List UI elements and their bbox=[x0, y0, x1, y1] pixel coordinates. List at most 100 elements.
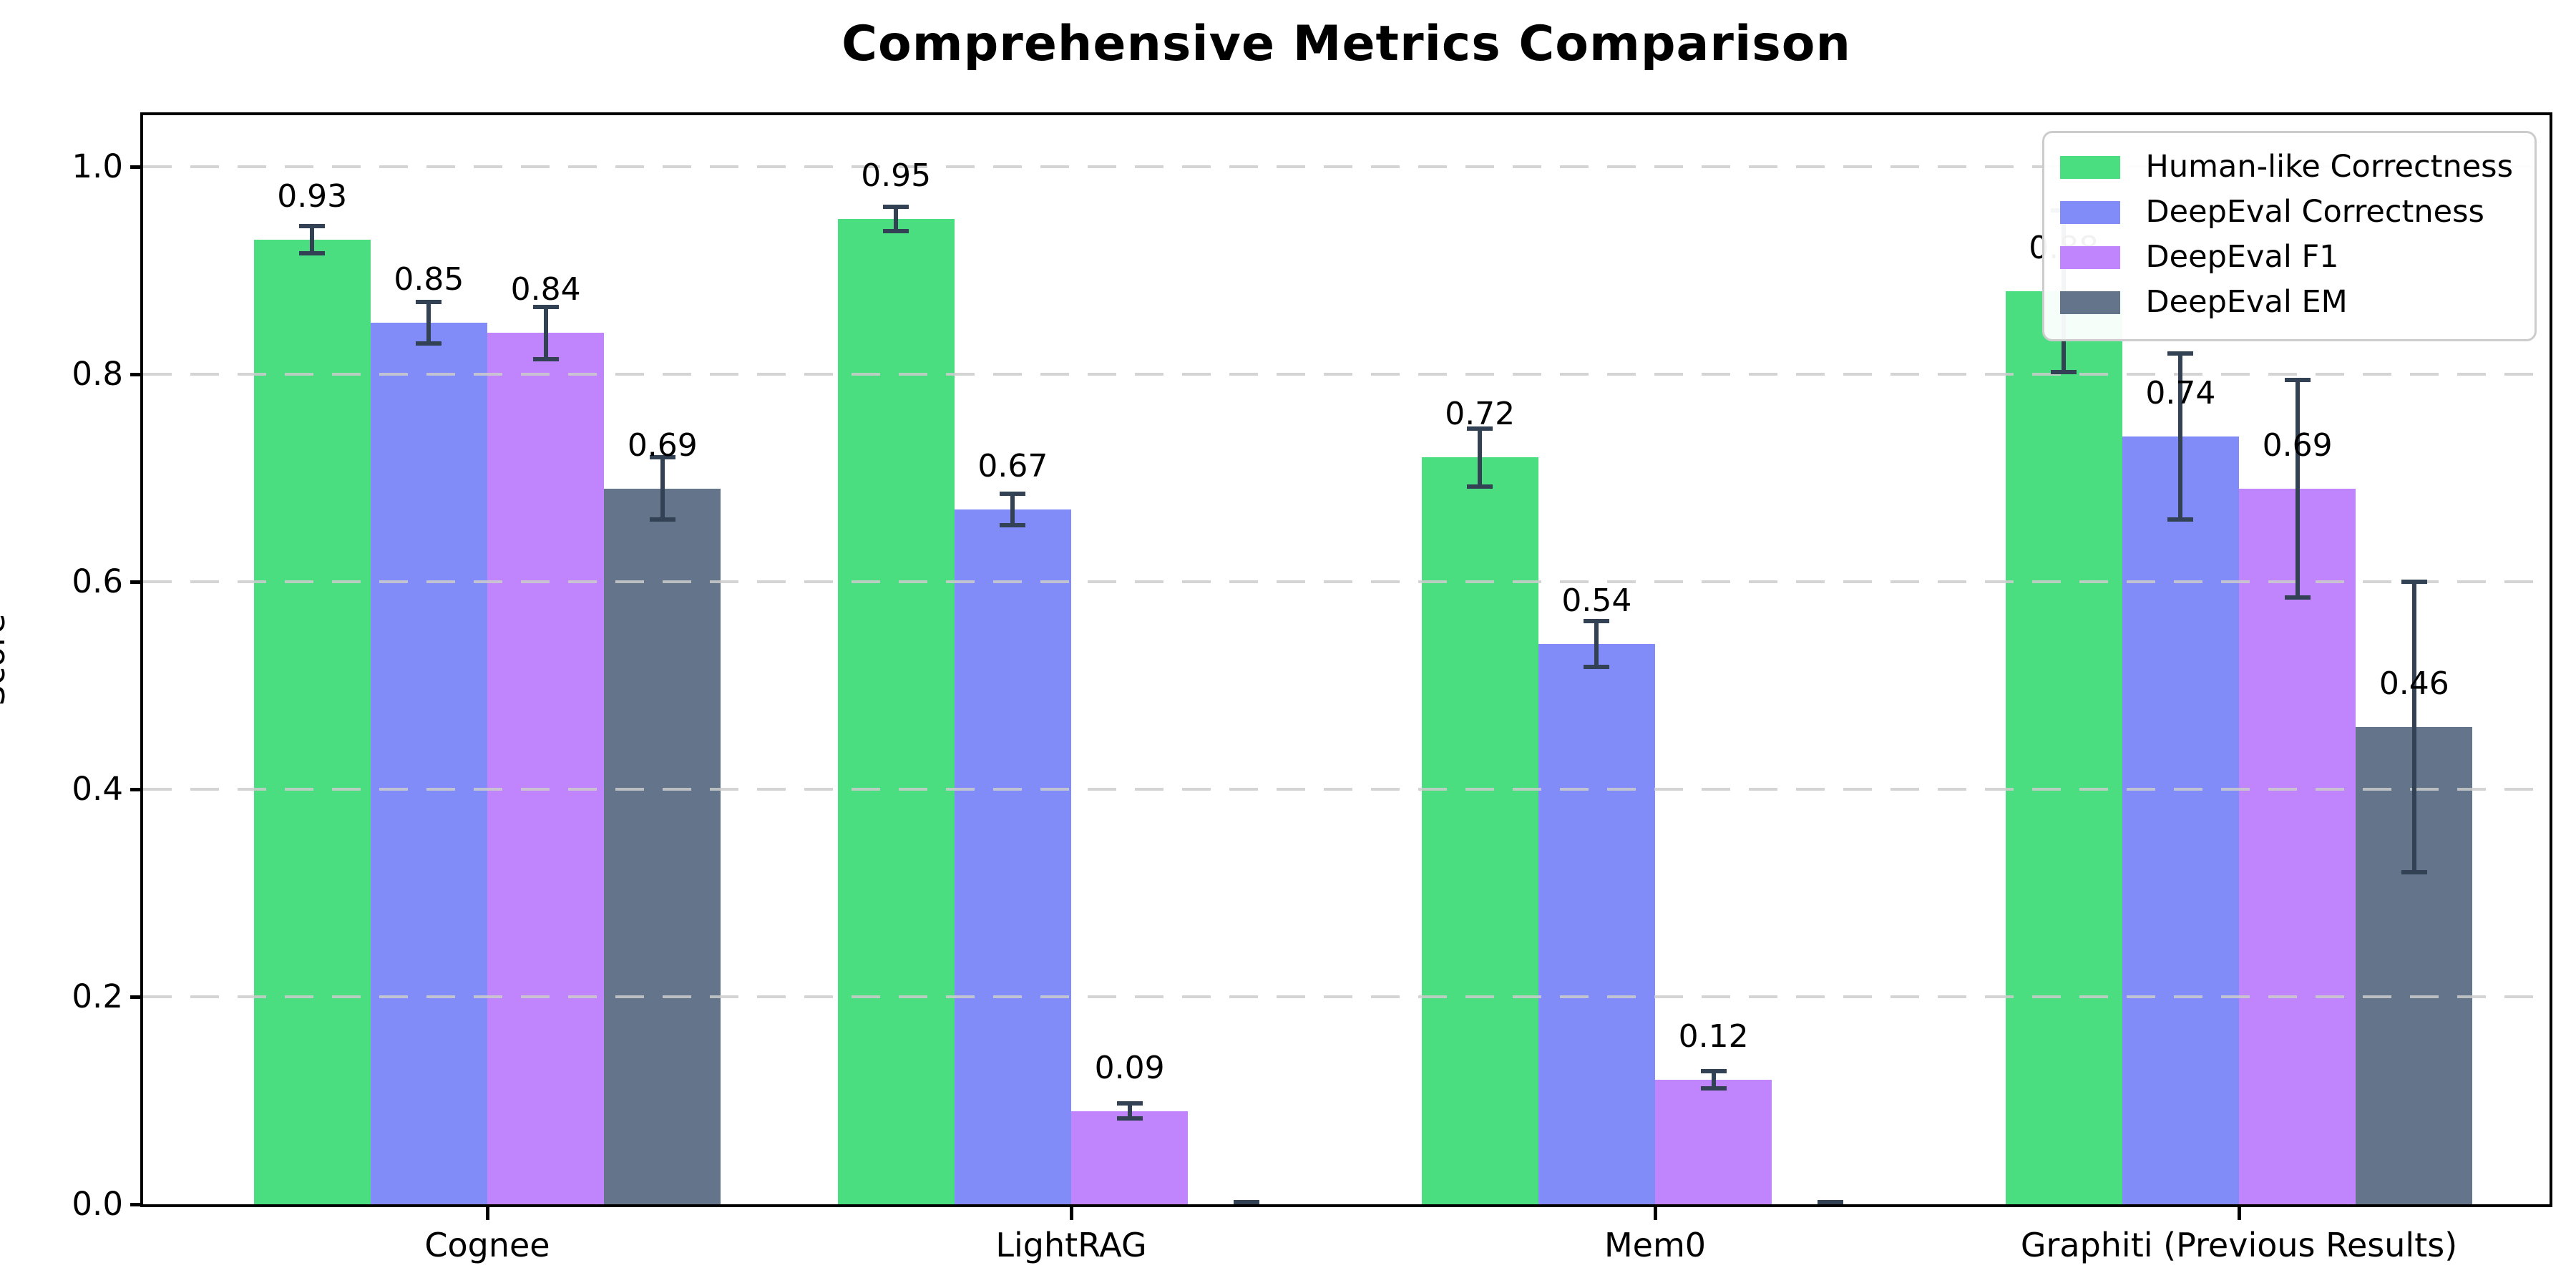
legend-label: DeepEval Correctness bbox=[2145, 194, 2484, 230]
bar bbox=[1071, 1111, 1189, 1204]
x-tick-label: LightRAG bbox=[995, 1226, 1147, 1264]
spine-bottom bbox=[140, 1204, 2552, 1207]
legend-swatch bbox=[2059, 245, 2120, 269]
bar bbox=[2239, 488, 2356, 1204]
gridline bbox=[143, 995, 2550, 999]
error-bar-cap-bottom bbox=[416, 341, 442, 346]
error-bar-stem bbox=[2411, 582, 2416, 873]
bar bbox=[1655, 1080, 1772, 1204]
legend-label: Human-like Correctness bbox=[2145, 149, 2513, 185]
gridline bbox=[143, 165, 2550, 169]
legend-swatch bbox=[2059, 200, 2120, 224]
x-tick bbox=[485, 1207, 489, 1220]
x-tick-label: Mem0 bbox=[1604, 1226, 1707, 1264]
legend-item: DeepEval Correctness bbox=[2059, 190, 2513, 235]
y-tick-label: 1.0 bbox=[72, 147, 123, 186]
error-bar-cap-top bbox=[1700, 1069, 1727, 1074]
legend-label: DeepEval EM bbox=[2145, 284, 2348, 320]
bar-value-label: 0.54 bbox=[1561, 582, 1632, 620]
legend-label: DeepEval F1 bbox=[2145, 239, 2339, 275]
error-bar-cap-top bbox=[1000, 492, 1026, 497]
bar-value-label: 0.46 bbox=[2379, 665, 2449, 703]
error-bar-cap-bottom bbox=[2051, 370, 2077, 375]
x-tick bbox=[1069, 1207, 1073, 1220]
bar bbox=[253, 239, 371, 1204]
error-bar-cap-top bbox=[2167, 351, 2194, 356]
error-bar-cap-top bbox=[1116, 1101, 1143, 1106]
error-bar-stem bbox=[426, 301, 431, 343]
error-bar-stem bbox=[1594, 621, 1599, 668]
y-tick bbox=[130, 1202, 143, 1206]
error-bar-stem bbox=[894, 206, 899, 232]
bar-value-label: 0.93 bbox=[277, 177, 348, 215]
y-tick-label: 0.4 bbox=[72, 770, 123, 809]
error-bar-cap-bottom bbox=[1233, 1200, 1259, 1204]
bar bbox=[2005, 291, 2122, 1204]
error-bar-cap-bottom bbox=[649, 517, 675, 522]
bar-value-label: 0.84 bbox=[510, 271, 581, 308]
bar-value-label: 0.95 bbox=[861, 157, 932, 194]
error-bar-cap-bottom bbox=[1817, 1200, 1843, 1204]
bar bbox=[837, 218, 955, 1204]
error-bar-stem bbox=[1711, 1071, 1716, 1088]
gridline bbox=[143, 788, 2550, 791]
bar bbox=[487, 333, 605, 1204]
legend-item: DeepEval F1 bbox=[2059, 235, 2513, 280]
bar bbox=[954, 509, 1071, 1204]
error-bar-cap-top bbox=[2284, 377, 2311, 382]
error-bar-cap-bottom bbox=[2284, 595, 2311, 600]
error-bar-cap-top bbox=[1467, 426, 1493, 431]
y-tick bbox=[130, 372, 143, 376]
error-bar-cap-bottom bbox=[1000, 522, 1026, 527]
bar-value-label: 0.67 bbox=[977, 447, 1048, 484]
legend: Human-like Correctness DeepEval Correctne… bbox=[2041, 131, 2537, 341]
error-bar-cap-bottom bbox=[532, 356, 559, 361]
y-tick bbox=[130, 165, 143, 169]
bar-value-label: 0.74 bbox=[2145, 375, 2216, 412]
error-bar-cap-bottom bbox=[1584, 665, 1610, 670]
x-tick bbox=[2237, 1207, 2241, 1220]
error-bar-stem bbox=[1127, 1103, 1132, 1118]
error-bar-stem bbox=[543, 307, 548, 359]
bar-value-label: 0.69 bbox=[2262, 426, 2333, 464]
y-tick-label: 0.2 bbox=[72, 977, 123, 1016]
bar-value-label: 0.69 bbox=[627, 426, 698, 464]
legend-swatch bbox=[2059, 155, 2120, 179]
error-bar-cap-bottom bbox=[1700, 1085, 1727, 1091]
error-bar-cap-bottom bbox=[299, 250, 326, 255]
error-bar-cap-bottom bbox=[1467, 484, 1493, 489]
gridline bbox=[143, 580, 2550, 584]
x-tick bbox=[1653, 1207, 1657, 1220]
y-axis-title: Score bbox=[0, 613, 12, 706]
error-bar-cap-top bbox=[1584, 619, 1610, 624]
error-bar-stem bbox=[1478, 428, 1483, 487]
bar-value-label: 0.85 bbox=[394, 260, 464, 298]
bar-value-label: 0.09 bbox=[1094, 1049, 1165, 1086]
error-bar-cap-top bbox=[299, 224, 326, 229]
y-tick bbox=[130, 787, 143, 791]
y-tick-label: 0.0 bbox=[72, 1185, 123, 1223]
x-tick-label: Graphiti (Previous Results) bbox=[2020, 1226, 2458, 1264]
y-tick-label: 0.8 bbox=[72, 355, 123, 394]
error-bar-stem bbox=[1010, 494, 1015, 525]
error-bar-stem bbox=[2295, 379, 2300, 598]
plot-area: Human-like Correctness DeepEval Correctne… bbox=[140, 112, 2552, 1207]
error-bar-cap-bottom bbox=[883, 229, 909, 234]
error-bar-cap-bottom bbox=[1116, 1116, 1143, 1121]
bar bbox=[2122, 436, 2239, 1204]
bar bbox=[1538, 644, 1655, 1204]
error-bar-stem bbox=[660, 457, 665, 520]
y-tick bbox=[130, 995, 143, 999]
spine-right bbox=[2550, 112, 2552, 1207]
error-bar-cap-bottom bbox=[2401, 870, 2427, 875]
spine-left bbox=[140, 112, 143, 1207]
spine-top bbox=[140, 112, 2552, 115]
gridline bbox=[143, 373, 2550, 376]
bar-value-label: 0.72 bbox=[1445, 396, 1516, 433]
legend-item: DeepEval EM bbox=[2059, 280, 2513, 325]
bar bbox=[604, 488, 721, 1204]
legend-swatch bbox=[2059, 291, 2120, 314]
bar-value-label: 0.12 bbox=[1678, 1018, 1749, 1055]
bar bbox=[370, 322, 487, 1204]
